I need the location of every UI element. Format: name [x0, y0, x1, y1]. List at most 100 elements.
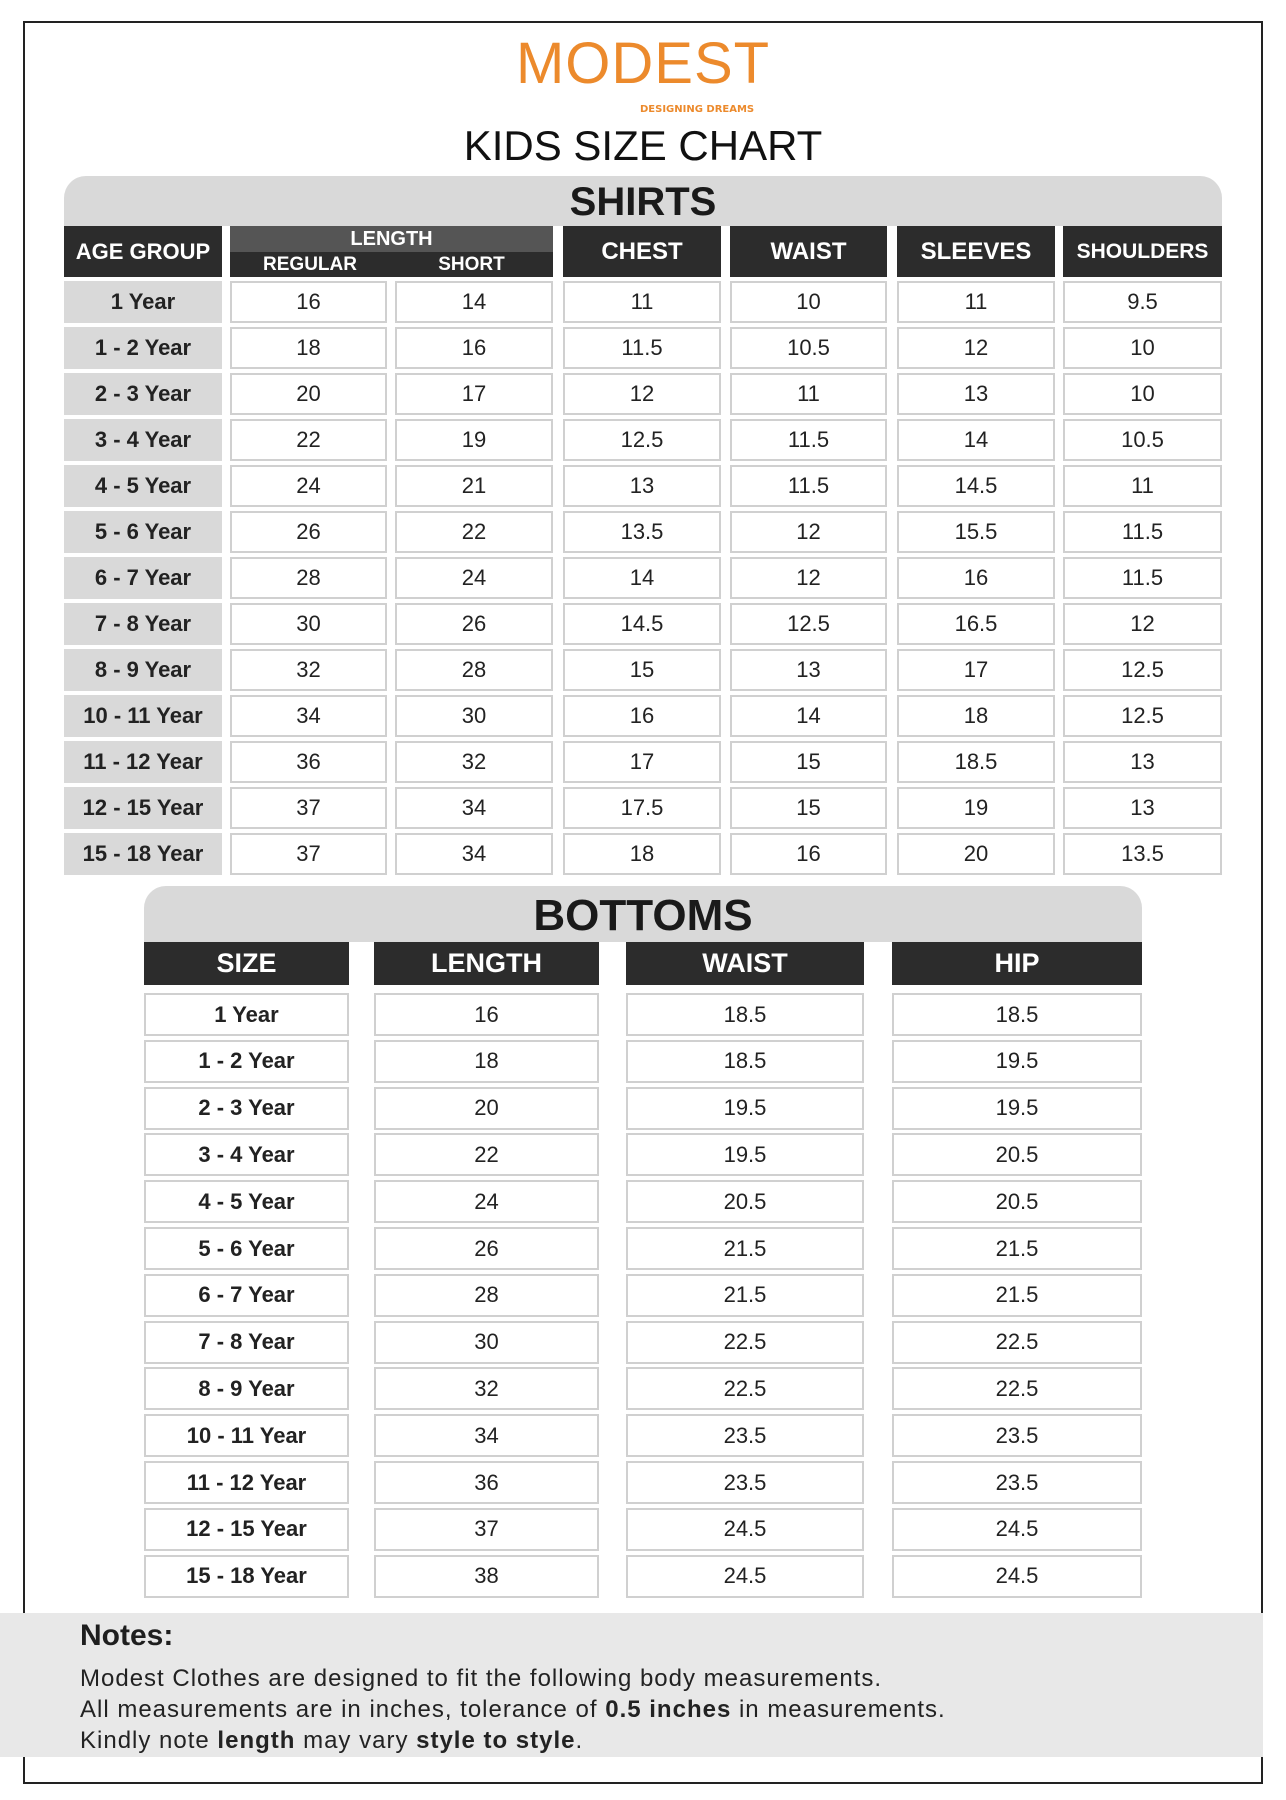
bottoms-cell-waist: 18.5 [626, 993, 864, 1036]
shirts-cell-sleeves: 11 [897, 281, 1055, 323]
bottoms-cell-size: 1 Year [144, 993, 349, 1036]
shirts-cell-length-regular: 37 [230, 787, 387, 829]
shirts-cell-age-group: 10 - 11 Year [64, 695, 222, 737]
header-sleeves: SLEEVES [897, 226, 1055, 277]
note-text: may vary [295, 1727, 417, 1754]
shirts-cell-length-short: 34 [395, 787, 553, 829]
bottoms-cell-size: 1 - 2 Year [144, 1039, 349, 1083]
bottoms-cell-waist: 19.5 [626, 1086, 864, 1130]
shirts-cell-shoulders: 12.5 [1063, 649, 1222, 691]
bottoms-cell-size: 5 - 6 Year [144, 1227, 349, 1270]
bottoms-cell-waist: 18.5 [626, 1039, 864, 1083]
bottoms-cell-hip: 19.5 [892, 1039, 1142, 1083]
note-bold: 0.5 inches [605, 1696, 732, 1723]
shirts-cell-chest: 17 [563, 741, 721, 783]
bottoms-cell-length: 28 [374, 1273, 599, 1317]
shirts-cell-length-short: 24 [395, 557, 553, 599]
shirts-cell-chest: 12 [563, 373, 721, 415]
bottoms-cell-hip: 22.5 [892, 1367, 1142, 1411]
bottoms-cell-hip: 21.5 [892, 1273, 1142, 1317]
shirts-cell-age-group: 8 - 9 Year [64, 649, 222, 691]
shirts-cell-shoulders: 13 [1063, 741, 1222, 783]
shirts-cell-age-group: 6 - 7 Year [64, 557, 222, 599]
shirts-cell-sleeves: 17 [897, 649, 1055, 691]
bottoms-cell-length: 22 [374, 1133, 599, 1177]
shirts-cell-chest: 14.5 [563, 603, 721, 645]
shirts-cell-length-regular: 18 [230, 327, 387, 369]
shirts-cell-waist: 14 [730, 695, 887, 737]
shirts-cell-length-short: 28 [395, 649, 553, 691]
shirts-cell-sleeves: 16 [897, 557, 1055, 599]
shirts-cell-sleeves: 20 [897, 833, 1055, 875]
bottoms-cell-waist: 19.5 [626, 1133, 864, 1177]
bottoms-cell-waist: 20.5 [626, 1180, 864, 1224]
bottoms-cell-size: 6 - 7 Year [144, 1273, 349, 1317]
header-chest: CHEST [563, 226, 721, 277]
header-age-group: AGE GROUP [64, 226, 222, 277]
shirts-cell-sleeves: 12 [897, 327, 1055, 369]
note-text: Kindly note [80, 1727, 218, 1754]
bottoms-cell-size: 2 - 3 Year [144, 1086, 349, 1130]
bottoms-cell-length: 32 [374, 1367, 599, 1411]
bottoms-header-size: SIZE [144, 942, 349, 985]
shirts-cell-length-regular: 16 [230, 281, 387, 323]
shirts-cell-length-regular: 24 [230, 465, 387, 507]
note-line-1: Modest Clothes are designed to fit the f… [80, 1665, 883, 1692]
shirts-cell-chest: 14 [563, 557, 721, 599]
page-title: KIDS SIZE CHART [463, 122, 823, 169]
bottoms-cell-hip: 24.5 [892, 1554, 1142, 1598]
bottoms-cell-length: 26 [374, 1227, 599, 1270]
shirts-cell-shoulders: 11.5 [1063, 557, 1222, 599]
shirts-cell-shoulders: 10 [1063, 327, 1222, 369]
bottoms-header-length: LENGTH [374, 942, 599, 985]
shirts-cell-age-group: 7 - 8 Year [64, 603, 222, 645]
note-bold: length [217, 1727, 296, 1754]
shirts-cell-waist: 12 [730, 511, 887, 553]
bottoms-cell-size: 7 - 8 Year [144, 1320, 349, 1364]
shirts-cell-age-group: 1 - 2 Year [64, 327, 222, 369]
bottoms-cell-length: 24 [374, 1180, 599, 1224]
note-text: in measurements. [731, 1696, 946, 1723]
note-text: All measurements are in inches, toleranc… [80, 1696, 606, 1723]
shirts-cell-sleeves: 18 [897, 695, 1055, 737]
notes-section: Notes: Modest Clothes are designed to fi… [0, 1613, 1263, 1757]
bottoms-cell-hip: 23.5 [892, 1461, 1142, 1504]
bottoms-cell-size: 11 - 12 Year [144, 1461, 349, 1504]
shirts-cell-length-short: 30 [395, 695, 553, 737]
shirts-cell-length-short: 34 [395, 833, 553, 875]
shirts-cell-chest: 17.5 [563, 787, 721, 829]
header-shoulders: SHOULDERS [1063, 226, 1222, 277]
shirts-cell-sleeves: 15.5 [897, 511, 1055, 553]
shirts-cell-age-group: 2 - 3 Year [64, 373, 222, 415]
shirts-cell-chest: 18 [563, 833, 721, 875]
bottoms-header-waist: WAIST [626, 942, 864, 985]
shirts-cell-length-regular: 26 [230, 511, 387, 553]
shirts-cell-length-regular: 30 [230, 603, 387, 645]
bottoms-cell-hip: 22.5 [892, 1320, 1142, 1364]
bottoms-cell-length: 30 [374, 1320, 599, 1364]
shirts-cell-waist: 13 [730, 649, 887, 691]
shirts-cell-chest: 15 [563, 649, 721, 691]
shirts-cell-waist: 15 [730, 787, 887, 829]
bottoms-cell-size: 15 - 18 Year [144, 1554, 349, 1598]
bottoms-cell-hip: 20.5 [892, 1180, 1142, 1224]
shirts-cell-chest: 13 [563, 465, 721, 507]
shirts-cell-length-short: 14 [395, 281, 553, 323]
shirts-cell-age-group: 15 - 18 Year [64, 833, 222, 875]
shirts-cell-waist: 11.5 [730, 419, 887, 461]
brand-logo: MODEST DESIGNING DREAMS [0, 32, 1286, 116]
shirts-cell-shoulders: 9.5 [1063, 281, 1222, 323]
shirts-cell-chest: 11.5 [563, 327, 721, 369]
bottoms-cell-waist: 23.5 [626, 1414, 864, 1458]
bottoms-cell-length: 36 [374, 1461, 599, 1504]
bottoms-cell-hip: 24.5 [892, 1507, 1142, 1551]
bottoms-cell-hip: 18.5 [892, 993, 1142, 1036]
shirts-cell-chest: 11 [563, 281, 721, 323]
bottoms-cell-length: 18 [374, 1039, 599, 1083]
shirts-cell-length-regular: 22 [230, 419, 387, 461]
shirts-cell-shoulders: 12.5 [1063, 695, 1222, 737]
bottoms-cell-waist: 21.5 [626, 1273, 864, 1317]
shirts-cell-waist: 12 [730, 557, 887, 599]
note-bold: style to style [416, 1727, 576, 1754]
bottoms-cell-size: 8 - 9 Year [144, 1367, 349, 1411]
